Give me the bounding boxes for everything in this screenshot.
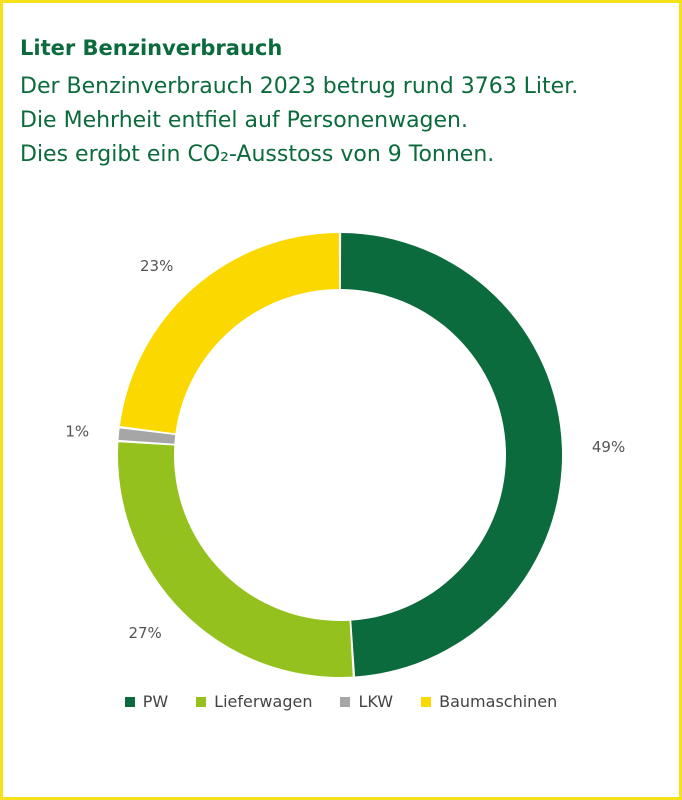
- donut-slice-lieferwagen: [117, 442, 353, 677]
- slice-label-pw: 49%: [592, 438, 625, 456]
- legend-item-lkw: LKW: [340, 692, 393, 711]
- legend-label-lkw: LKW: [358, 692, 394, 711]
- donut-chart: 49% 27% 1% 23%: [65, 233, 625, 677]
- chart-subtitle: Der Benzinverbrauch 2023 betrug rund 376…: [20, 70, 670, 172]
- legend-swatch-lieferwagen: [196, 696, 207, 707]
- legend-label-pw: PW: [142, 692, 169, 711]
- donut-slice-pw: [340, 233, 563, 677]
- donut-slices: [117, 233, 563, 677]
- legend-label-lieferwagen: Lieferwagen: [214, 692, 313, 711]
- slice-label-lieferwagen: 27%: [128, 624, 161, 642]
- subtitle-line-1: Der Benzinverbrauch 2023 betrug rund 376…: [20, 74, 579, 99]
- donut-labels: 49% 27% 1% 23%: [65, 257, 625, 642]
- slice-label-lkw: 1%: [65, 422, 89, 440]
- slice-label-baumaschinen: 23%: [140, 257, 173, 275]
- chart-legend: PW Lieferwagen LKW Baumaschinen: [0, 692, 682, 711]
- subtitle-line-3: Dies ergibt ein CO₂-Ausstoss von 9 Tonne…: [20, 142, 495, 167]
- legend-swatch-lkw: [340, 696, 351, 707]
- legend-label-baumaschinen: Baumaschinen: [439, 692, 558, 711]
- donut-slice-baumaschinen: [119, 233, 340, 434]
- legend-swatch-baumaschinen: [421, 696, 432, 707]
- subtitle-line-2: Die Mehrheit entfiel auf Personenwagen.: [20, 108, 468, 133]
- donut-slice-lkw: [118, 428, 176, 444]
- legend-swatch-pw: [124, 696, 135, 707]
- legend-item-pw: PW: [124, 692, 169, 711]
- chart-title: Liter Benzinverbrauch: [20, 36, 283, 60]
- legend-item-baumaschinen: Baumaschinen: [421, 692, 557, 711]
- legend-item-lieferwagen: Lieferwagen: [196, 692, 312, 711]
